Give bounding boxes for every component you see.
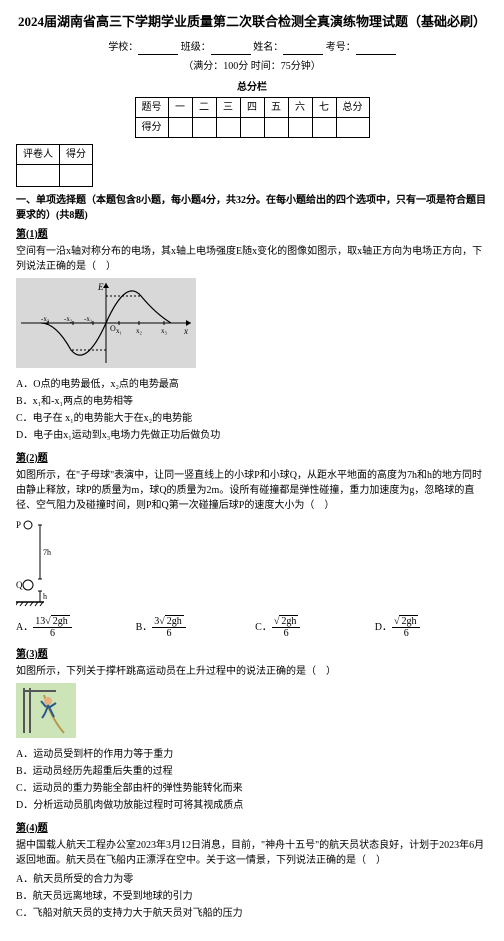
school-blank	[138, 43, 178, 55]
q4-opt-c: C．飞船对航天员的支持力大于航天员对飞船的压力	[16, 906, 488, 921]
cell	[264, 117, 288, 137]
q1-body: 空间有一沿x轴对称分布的电场，其x轴上电场强度E随x变化的图像如图示，取x轴正方…	[16, 244, 488, 274]
q2-opt-a: A．13√2gh6	[16, 616, 129, 639]
cell	[192, 117, 216, 137]
q4-opt-b: B．航天员远离地球，不受到地球的引力	[16, 889, 488, 904]
class-label: 班级：	[181, 42, 211, 53]
svg-text:7h: 7h	[43, 548, 51, 557]
cell	[336, 117, 369, 137]
svg-text:x₃: x₃	[161, 327, 168, 335]
q1-opt-b: B．x₁和-x₁两点的电势相等	[16, 394, 488, 409]
cell	[288, 117, 312, 137]
cell: 题号	[135, 97, 168, 117]
class-blank	[211, 43, 251, 55]
cell: 二	[192, 97, 216, 117]
opt-label: D．	[375, 621, 392, 632]
question-4: 第(4)题 据中国载人航天工程办公室2023年3月12日消息，目前，"神舟十五号…	[16, 821, 488, 921]
cell: 四	[240, 97, 264, 117]
table-row	[17, 164, 93, 186]
section-1-head: 一、单项选择题（本题包含8小题，每小题4分，共32分。在每小题给出的四个选项中，…	[16, 193, 488, 223]
svg-text:Q: Q	[16, 580, 23, 590]
table-row: 题号 一 二 三 四 五 六 七 总分	[135, 97, 369, 117]
opt-label: C．	[255, 621, 272, 632]
time-note: （满分：100分 时间：75分钟）	[16, 59, 488, 74]
question-1: 第(1)题 空间有一沿x轴对称分布的电场，其x轴上电场强度E随x变化的图像如图示…	[16, 227, 488, 443]
cell: 六	[288, 97, 312, 117]
cell: 评卷人	[17, 144, 60, 164]
examno-blank	[356, 43, 396, 55]
cell: 五	[264, 97, 288, 117]
q2-label: 第(2)题	[16, 451, 488, 466]
q3-opt-d: D．分析运动员肌肉做功放能过程时可将其视成质点	[16, 798, 488, 813]
opt-label: A．	[16, 621, 33, 632]
q4-label: 第(4)题	[16, 821, 488, 836]
cell: 七	[312, 97, 336, 117]
q1-opt-c: C．电子在 x₁的电势能大于在x₂的电势能	[16, 411, 488, 426]
q3-body: 如图所示，下列关于撑杆跳高运动员在上升过程中的说法正确的是（ ）	[16, 664, 488, 679]
q3-label: 第(3)题	[16, 647, 488, 662]
cell	[312, 117, 336, 137]
exam-title: 2024届湖南省高三下学期学业质量第二次联合检测全真演练物理试题（基础必刷）	[16, 12, 488, 32]
q4-body: 据中国载人航天工程办公室2023年3月12日消息，目前，"神舟十五号"的航天员状…	[16, 838, 488, 868]
q1-opt-a: A．O点的电势最低，x₂点的电势最高	[16, 377, 488, 392]
cell	[17, 164, 60, 186]
score-section-label: 总分栏	[16, 80, 488, 95]
svg-text:x₂: x₂	[136, 327, 143, 335]
svg-text:-x₁: -x₁	[84, 315, 92, 323]
cell	[240, 117, 264, 137]
cell	[168, 117, 192, 137]
marker-table: 评卷人 得分	[16, 144, 93, 187]
svg-text:E: E	[97, 282, 104, 292]
school-label: 学校：	[108, 42, 138, 53]
meta-row-1: 学校： 班级： 姓名： 考号：	[16, 40, 488, 55]
svg-text:-x₃: -x₃	[41, 315, 50, 323]
q2-options: A．13√2gh6 B．3√2gh6 C．√2gh6 D．√2gh6	[16, 616, 488, 639]
cell: 总分	[336, 97, 369, 117]
question-2: 第(2)题 如图所示，在"子母球"表演中，让同一竖直线上的小球P和小球Q，从距水…	[16, 451, 488, 639]
question-3: 第(3)题 如图所示，下列关于撑杆跳高运动员在上升过程中的说法正确的是（ ） A…	[16, 647, 488, 813]
name-blank	[283, 43, 323, 55]
cell	[60, 164, 93, 186]
q1-chart: O E x x₁ x₂ x₃ -x₁ -x₂ -x₃	[16, 278, 488, 373]
svg-text:-x₂: -x₂	[64, 315, 73, 323]
q3-options: A．运动员受到杆的作用力等于重力 B．运动员经历先超重后失重的过程 C．运动员的…	[16, 747, 488, 813]
q2-opt-c: C．√2gh6	[255, 616, 368, 639]
score-table: 题号 一 二 三 四 五 六 七 总分 得分	[135, 97, 370, 138]
q2-opt-d: D．√2gh6	[375, 616, 488, 639]
cell: 一	[168, 97, 192, 117]
cell: 得分	[135, 117, 168, 137]
name-label: 姓名：	[253, 42, 283, 53]
q3-opt-c: C．运动员的重力势能全部由杆的弹性势能转化而来	[16, 781, 488, 796]
q2-diagram: P Q 7h h	[16, 517, 488, 612]
svg-text:x₁: x₁	[116, 327, 122, 335]
q2-body: 如图所示，在"子母球"表演中，让同一竖直线上的小球P和小球Q，从距水平地面的高度…	[16, 468, 488, 513]
table-row: 得分	[135, 117, 369, 137]
q4-opt-a: A．航天员所受的合力为零	[16, 872, 488, 887]
q3-opt-b: B．运动员经历先超重后失重的过程	[16, 764, 488, 779]
q1-options: A．O点的电势最低，x₂点的电势最高 B．x₁和-x₁两点的电势相等 C．电子在…	[16, 377, 488, 443]
cell: 得分	[60, 144, 93, 164]
q4-options: A．航天员所受的合力为零 B．航天员远离地球，不受到地球的引力 C．飞船对航天员…	[16, 872, 488, 921]
examno-label: 考号：	[326, 42, 356, 53]
q1-label: 第(1)题	[16, 227, 488, 242]
svg-text:h: h	[43, 592, 47, 601]
cell: 三	[216, 97, 240, 117]
svg-text:P: P	[16, 520, 21, 530]
opt-label: B．	[136, 621, 153, 632]
q3-opt-a: A．运动员受到杆的作用力等于重力	[16, 747, 488, 762]
cell	[216, 117, 240, 137]
q1-opt-d: D．电子由x₁运动到x₃电场力先做正功后做负功	[16, 428, 488, 443]
q2-opt-b: B．3√2gh6	[136, 616, 249, 639]
table-row: 评卷人 得分	[17, 144, 93, 164]
svg-text:x: x	[183, 326, 188, 336]
